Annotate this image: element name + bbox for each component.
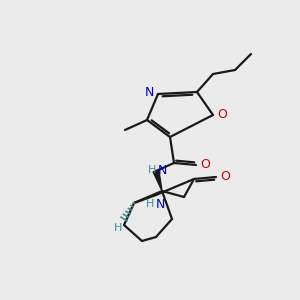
Text: H: H bbox=[146, 199, 154, 209]
Text: O: O bbox=[217, 107, 227, 121]
Text: H: H bbox=[148, 165, 156, 175]
Text: O: O bbox=[220, 170, 230, 184]
Text: N: N bbox=[157, 164, 167, 176]
Text: O: O bbox=[200, 158, 210, 172]
Text: H: H bbox=[114, 223, 122, 233]
Text: N: N bbox=[144, 86, 154, 100]
Polygon shape bbox=[153, 170, 162, 191]
Text: N: N bbox=[155, 197, 165, 211]
